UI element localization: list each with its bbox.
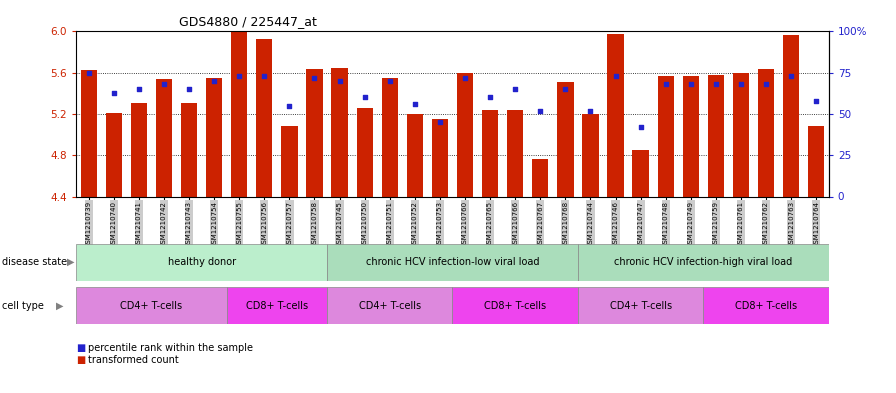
- Bar: [708, 75, 724, 196]
- Bar: [532, 160, 548, 196]
- Bar: [156, 79, 172, 196]
- Point: [182, 86, 196, 92]
- Point: [633, 124, 648, 130]
- Point: [332, 78, 347, 84]
- Bar: [607, 33, 624, 196]
- Bar: [231, 31, 247, 196]
- Point: [358, 94, 372, 101]
- Bar: [256, 39, 272, 197]
- Point: [307, 75, 322, 81]
- Text: disease state: disease state: [2, 257, 67, 267]
- Bar: [281, 127, 297, 196]
- Text: CD8+ T-cells: CD8+ T-cells: [484, 301, 547, 310]
- Text: healthy donor: healthy donor: [168, 257, 236, 267]
- Text: cell type: cell type: [2, 301, 44, 311]
- Bar: [306, 69, 323, 196]
- Bar: [582, 114, 599, 196]
- Bar: [327, 287, 452, 324]
- Bar: [808, 127, 824, 196]
- Point: [82, 70, 96, 76]
- Bar: [683, 76, 699, 196]
- Point: [107, 89, 121, 95]
- Point: [508, 86, 522, 92]
- Text: CD4+ T-cells: CD4+ T-cells: [609, 301, 672, 310]
- Bar: [557, 82, 573, 196]
- Point: [734, 81, 748, 87]
- Bar: [658, 76, 674, 196]
- Point: [257, 73, 271, 79]
- Point: [433, 119, 447, 125]
- Text: ▶: ▶: [67, 257, 74, 267]
- Point: [558, 86, 573, 92]
- Bar: [703, 287, 829, 324]
- Point: [759, 81, 773, 87]
- Bar: [783, 35, 799, 197]
- Text: CD4+ T-cells: CD4+ T-cells: [120, 301, 183, 310]
- Point: [282, 103, 297, 109]
- Point: [232, 73, 246, 79]
- Bar: [81, 70, 97, 196]
- Bar: [382, 78, 398, 196]
- Point: [458, 75, 472, 81]
- Bar: [76, 287, 227, 324]
- Point: [809, 97, 823, 104]
- Text: CD4+ T-cells: CD4+ T-cells: [358, 301, 421, 310]
- Bar: [633, 150, 649, 196]
- Point: [684, 81, 698, 87]
- Text: CD8+ T-cells: CD8+ T-cells: [246, 301, 308, 310]
- Bar: [106, 113, 122, 196]
- Point: [383, 78, 397, 84]
- Bar: [332, 68, 348, 196]
- Point: [659, 81, 673, 87]
- Bar: [181, 103, 197, 196]
- Point: [709, 81, 723, 87]
- Point: [157, 81, 171, 87]
- Point: [784, 73, 798, 79]
- Text: chronic HCV infection-high viral load: chronic HCV infection-high viral load: [615, 257, 792, 267]
- Bar: [507, 110, 523, 196]
- Bar: [578, 244, 829, 281]
- Point: [533, 108, 547, 114]
- Bar: [357, 108, 373, 196]
- Bar: [131, 103, 147, 196]
- Point: [132, 86, 146, 92]
- Bar: [733, 73, 749, 196]
- Text: transformed count: transformed count: [88, 354, 178, 365]
- Point: [608, 73, 623, 79]
- Text: percentile rank within the sample: percentile rank within the sample: [88, 343, 253, 353]
- Point: [207, 78, 221, 84]
- Bar: [432, 119, 448, 196]
- Point: [483, 94, 497, 101]
- Bar: [482, 110, 498, 196]
- Text: ▶: ▶: [56, 301, 64, 311]
- Bar: [578, 287, 703, 324]
- Bar: [206, 78, 222, 196]
- Text: CD8+ T-cells: CD8+ T-cells: [735, 301, 797, 310]
- Point: [583, 108, 598, 114]
- Bar: [76, 244, 327, 281]
- Text: ■: ■: [76, 343, 85, 353]
- Bar: [758, 69, 774, 196]
- Bar: [227, 287, 327, 324]
- Text: ■: ■: [76, 354, 85, 365]
- Bar: [407, 114, 423, 196]
- Text: chronic HCV infection-low viral load: chronic HCV infection-low viral load: [366, 257, 539, 267]
- Bar: [452, 287, 578, 324]
- Bar: [327, 244, 578, 281]
- Bar: [457, 73, 473, 196]
- Text: GDS4880 / 225447_at: GDS4880 / 225447_at: [179, 15, 317, 28]
- Point: [408, 101, 422, 107]
